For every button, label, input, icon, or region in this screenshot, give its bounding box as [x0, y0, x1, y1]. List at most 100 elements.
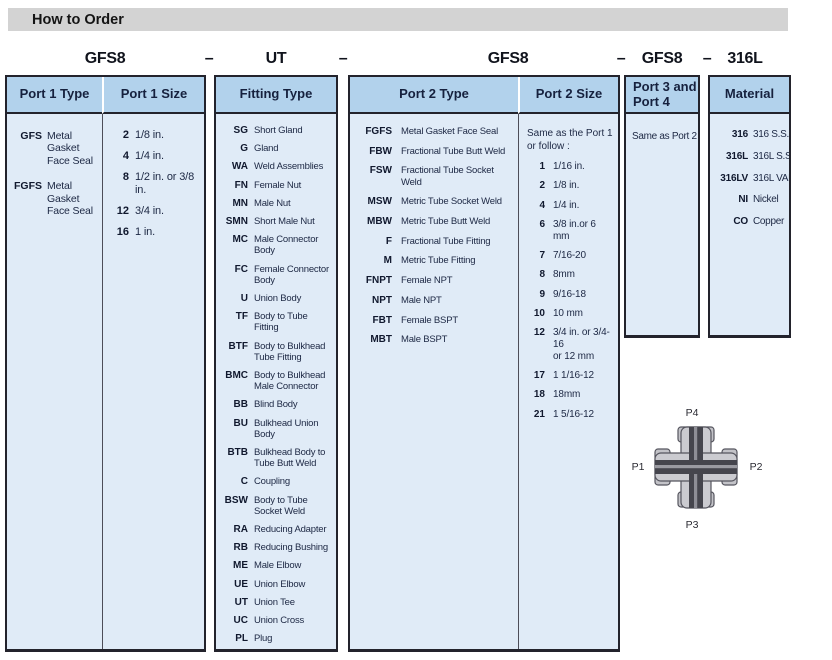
- column-header-port2-size: Port 2 Size: [518, 77, 618, 114]
- desc-cell: Plug: [254, 633, 273, 645]
- table-row: SMN Short Male Nut: [216, 216, 336, 227]
- desc-cell: Union Cross: [254, 615, 305, 627]
- code-cell: BB: [233, 399, 248, 411]
- code-cell: BMC: [225, 370, 248, 382]
- table-row: UT Union Tee: [216, 597, 336, 608]
- code-cell: MN: [232, 197, 248, 209]
- table-row: RA Reducing Adapter: [216, 524, 336, 535]
- desc-cell: Fractional Tube Socket Weld: [401, 165, 494, 188]
- desc-cell: Blind Body: [254, 399, 298, 411]
- desc-cell: 1 5/16-12: [553, 408, 594, 420]
- order-code-part-1: GFS8: [84, 50, 126, 67]
- table-row: RB Reducing Bushing: [216, 542, 336, 553]
- code-cell: FSW: [369, 165, 392, 177]
- code-cell: 6: [539, 218, 545, 230]
- port-label-p3: P3: [686, 519, 699, 531]
- table-row: TF Body to Tube Fitting: [216, 311, 336, 333]
- table-row: UE Union Elbow: [216, 579, 336, 590]
- desc-cell: Weld Assemblies: [254, 161, 324, 173]
- code-cell: FBW: [369, 145, 392, 157]
- order-code-dash: –: [204, 50, 214, 67]
- cross-fitting-diagram: P4 P1 P2 P3: [632, 407, 763, 531]
- table-row: BTF Body to Bulkhead Tube Fitting: [216, 341, 336, 363]
- code-cell: BTF: [228, 340, 248, 352]
- table-row: 6 3/8 in.or 6 mm: [527, 219, 613, 243]
- table-row: 316L 316L S.S: [710, 151, 789, 163]
- table-row: FNPT Female NPT: [350, 275, 518, 286]
- table-row: MC Male Connector Body: [216, 234, 336, 256]
- code-cell: U: [240, 293, 248, 305]
- desc-cell: Female BSPT: [401, 314, 458, 326]
- desc-cell: Bulkhead Union Body: [254, 417, 319, 440]
- desc-cell: Body to Tube Fitting: [254, 311, 308, 334]
- fitting-horizontal-bore: [655, 460, 737, 474]
- desc-cell: Male Nut: [254, 197, 291, 209]
- table-row: FN Female Nut: [216, 180, 336, 191]
- code-cell: MSW: [367, 196, 392, 208]
- table-row: FGFS Metal Gasket Face Seal: [350, 126, 518, 137]
- desc-cell: Reducing Adapter: [254, 524, 327, 536]
- desc-cell: Copper: [753, 216, 784, 228]
- desc-cell: 1/4 in.: [135, 149, 164, 162]
- table-row: MBW Metric Tube Butt Weld: [350, 216, 518, 227]
- desc-cell: Short Gland: [254, 125, 303, 136]
- table-row: FC Female Connector Body: [216, 264, 336, 286]
- table-row: GFS Metal Gasket Face Seal: [7, 130, 102, 167]
- table-row: WA Weld Assemblies: [216, 161, 336, 172]
- port1-type-list: GFS Metal Gasket Face Seal FGFS Metal Ga…: [7, 114, 102, 649]
- code-cell: TF: [235, 311, 248, 323]
- table-row: MN Male Nut: [216, 198, 336, 209]
- table-row: MSW Metric Tube Socket Weld: [350, 196, 518, 207]
- code-cell: UT: [234, 596, 248, 608]
- desc-cell: Fractional Tube Fitting: [401, 235, 491, 247]
- code-cell: 2: [122, 129, 129, 141]
- desc-cell: 316L VAR: [753, 172, 789, 184]
- code-cell: 316L: [726, 150, 748, 162]
- code-cell: 4: [122, 149, 129, 162]
- desc-cell: Male Connector Body: [254, 234, 319, 257]
- code-cell: BSW: [224, 494, 248, 506]
- desc-cell: 3/4 in.: [135, 204, 164, 217]
- desc-cell: Union Elbow: [254, 578, 306, 590]
- desc-cell: 1/16 in.: [553, 161, 585, 172]
- port2-size-list: 1 1/16 in. 2 1/8 in. 4 1/4 in.: [527, 161, 613, 420]
- code-cell: BU: [233, 417, 248, 429]
- code-cell: 16: [116, 225, 129, 238]
- code-cell: RA: [233, 524, 248, 536]
- desc-cell: 1 in.: [135, 225, 156, 238]
- desc-cell: 1/8 in.: [135, 129, 164, 141]
- table-row: CO Copper: [710, 216, 789, 228]
- table-row: 18 18mm: [527, 389, 613, 401]
- code-cell: FGFS: [365, 126, 392, 137]
- code-cell: 2: [539, 180, 545, 192]
- code-cell: 12: [116, 204, 129, 217]
- table-row: UC Union Cross: [216, 615, 336, 626]
- code-cell: MBW: [367, 216, 392, 228]
- table-row: BSW Body to Tube Socket Weld: [216, 495, 336, 517]
- code-cell: 316: [731, 129, 748, 140]
- code-cell: SG: [233, 125, 248, 136]
- table-row: 1 1/16 in.: [527, 161, 613, 173]
- code-cell: FBT: [372, 314, 392, 326]
- column-port2-type: Port 2 Type FGFS Metal Gasket Face Seal …: [350, 77, 518, 649]
- desc-cell: 316L S.S: [753, 150, 789, 162]
- table-row: 2 1/8 in.: [527, 180, 613, 192]
- code-cell: BTB: [227, 447, 248, 459]
- desc-cell: Female Connector Body: [254, 263, 329, 286]
- desc-cell: Body to Bulkhead Male Connector: [254, 370, 326, 393]
- port1-size-list: 2 1/8 in. 4 1/4 in. 8 1/2 in. or 3/8 in.: [102, 114, 204, 649]
- table-row: 7 7/16-20: [527, 250, 613, 262]
- code-cell: CO: [733, 216, 748, 228]
- table-row: 21 1 5/16-12: [527, 409, 613, 421]
- code-cell: F: [385, 235, 392, 247]
- column-header-port1-size: Port 1 Size: [102, 77, 204, 114]
- desc-cell: 1/8 in.: [553, 180, 580, 192]
- table-row: FSW Fractional Tube Socket Weld: [350, 165, 518, 187]
- table-row: 16 1 in.: [103, 226, 204, 239]
- desc-cell: Coupling: [254, 476, 290, 488]
- table-row: 12 3/4 in.: [103, 205, 204, 218]
- port-label-p1: P1: [632, 461, 645, 473]
- table-row: F Fractional Tube Fitting: [350, 236, 518, 247]
- desc-cell: Metal Gasket Face Seal: [47, 180, 93, 217]
- table-row: FGFS Metal Gasket Face Seal: [7, 180, 102, 217]
